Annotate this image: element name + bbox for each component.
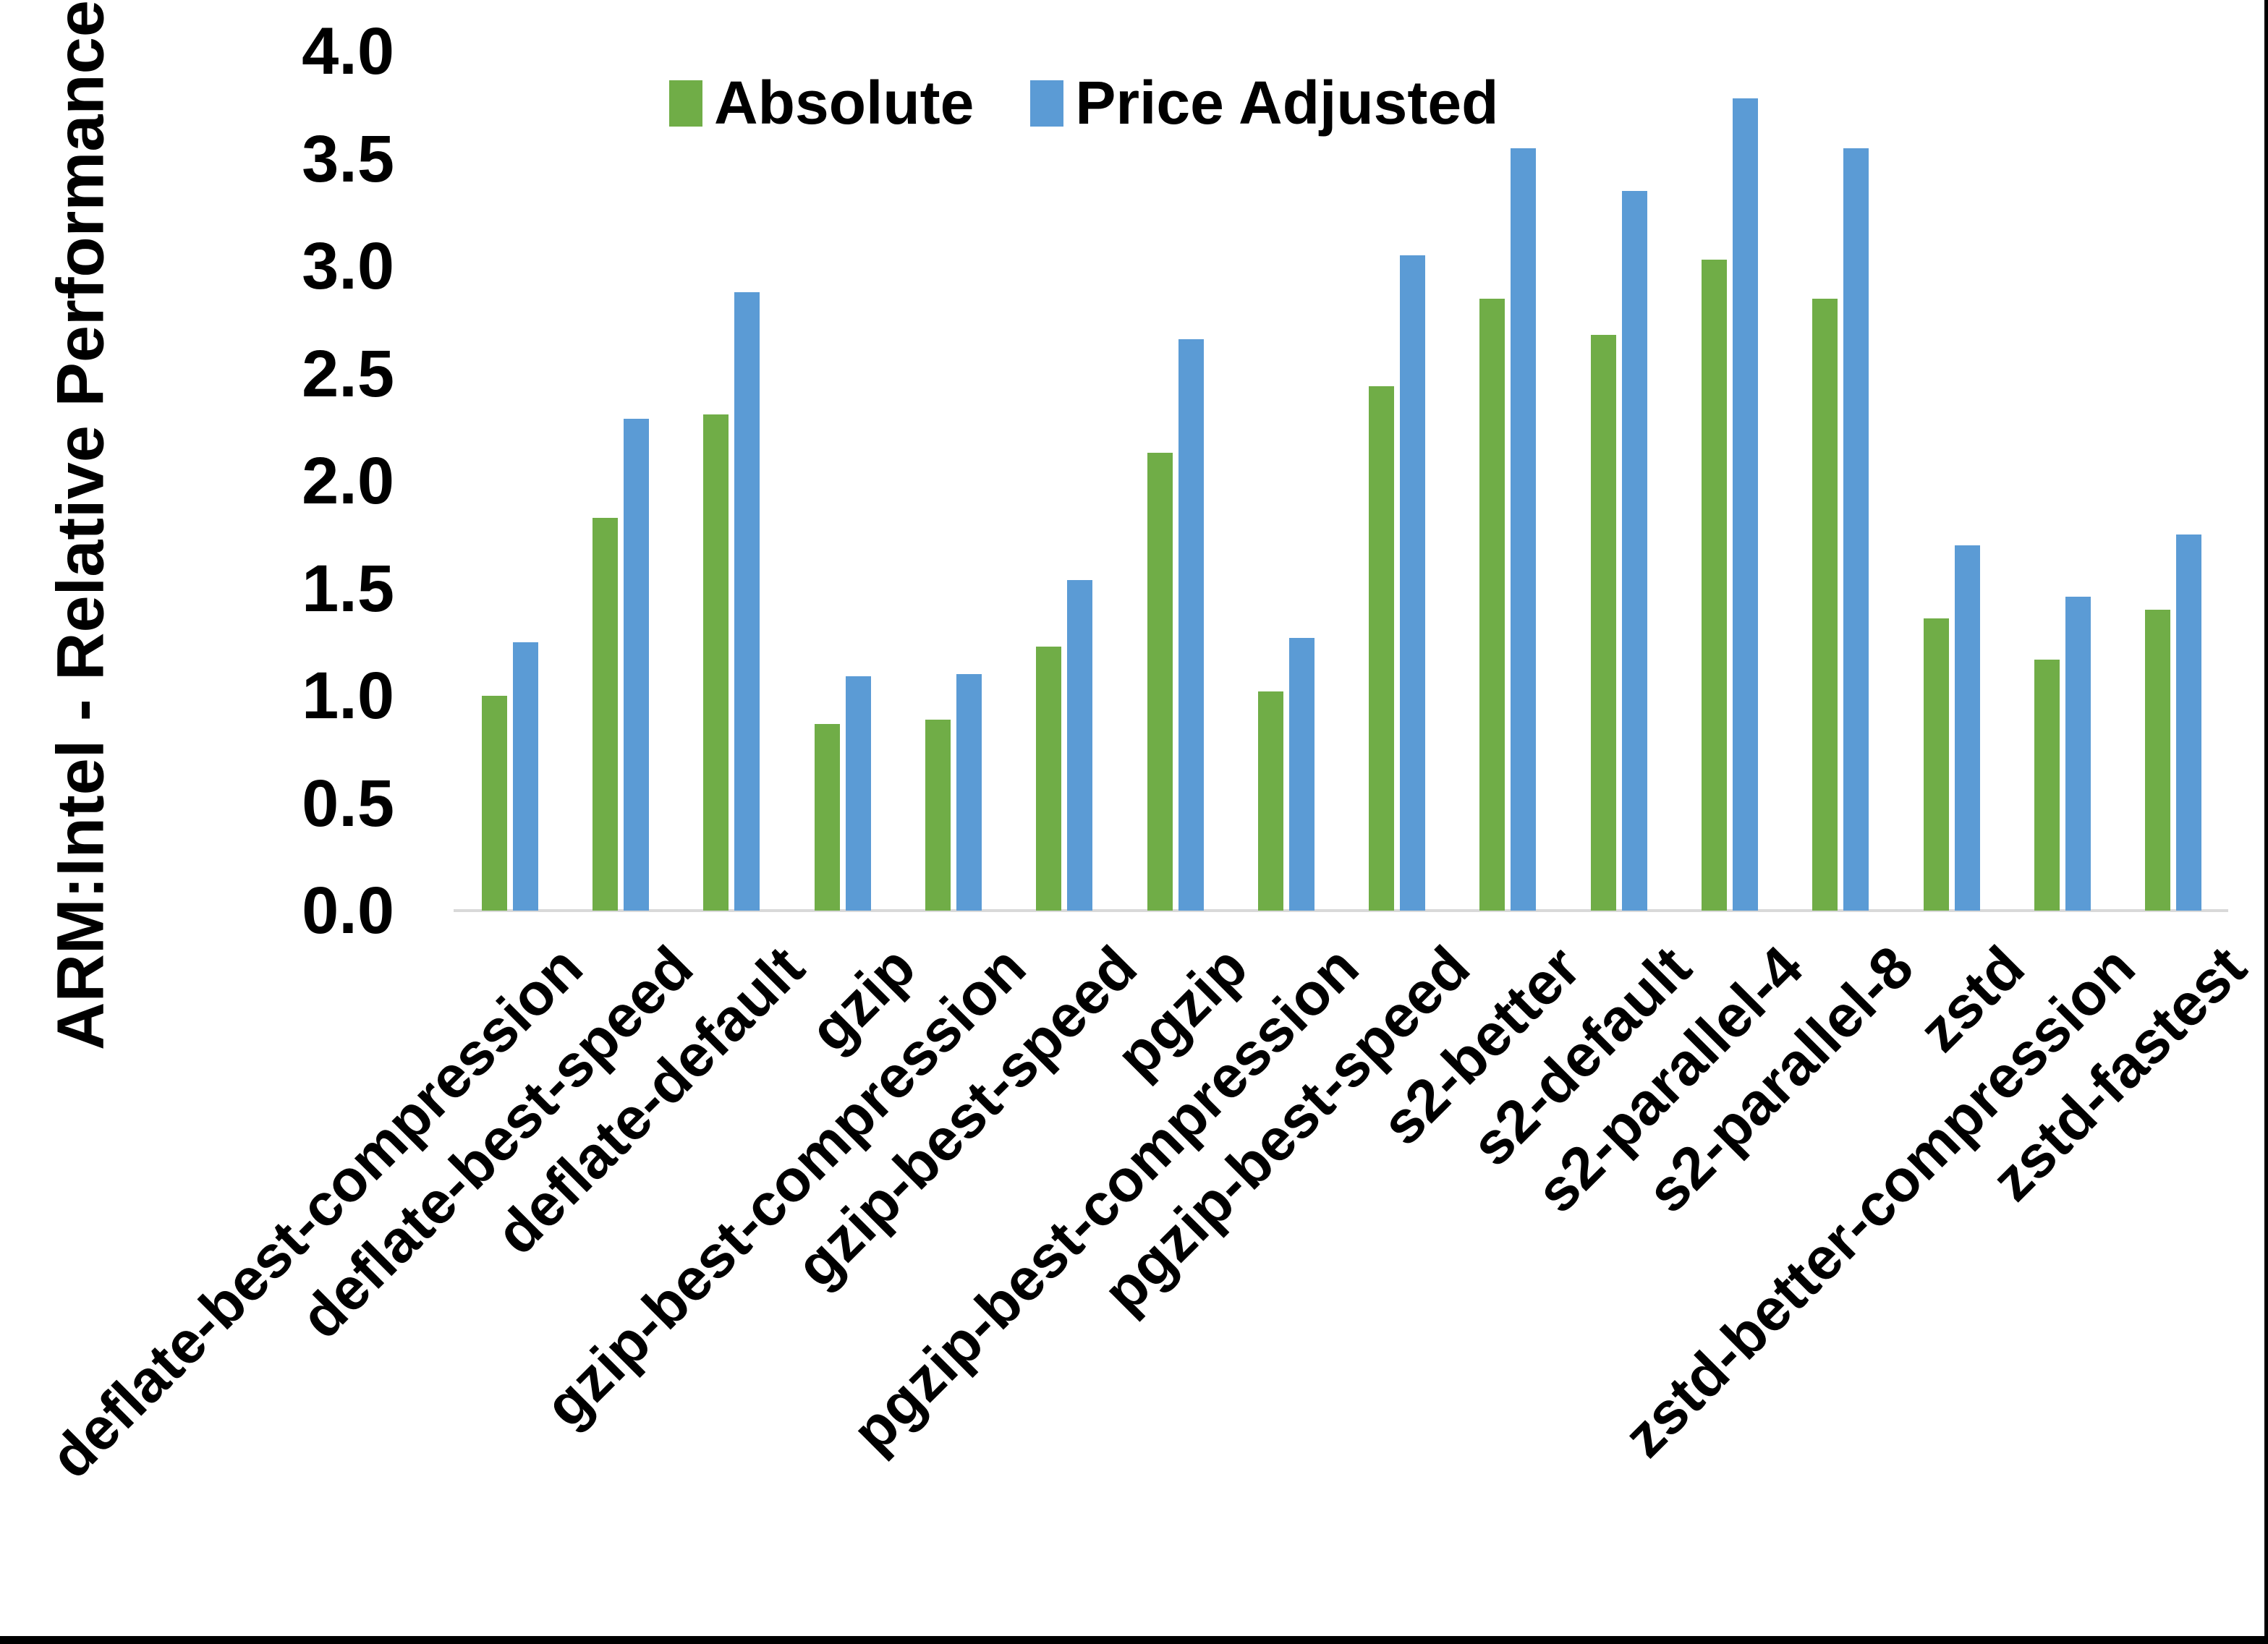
bar-absolute-deflate-best-compression bbox=[481, 696, 507, 911]
bar-absolute-s2-better bbox=[1479, 298, 1505, 911]
bar-price-adjusted-deflate-default bbox=[734, 291, 760, 911]
bar-price-adjusted-gzip-best-compression bbox=[956, 674, 982, 911]
screenshot-border-right bbox=[2264, 0, 2268, 1644]
bar-absolute-gzip-best-speed bbox=[1036, 646, 1062, 911]
y-tick-label-3.5: 3.5 bbox=[302, 122, 394, 196]
bar-absolute-zstd-fastest bbox=[2145, 610, 2171, 911]
bar-absolute-pgzip-best-speed bbox=[1369, 386, 1395, 911]
legend: Absolute Price Adjusted bbox=[669, 68, 1498, 138]
bar-absolute-pgzip-best-compression bbox=[1257, 691, 1283, 911]
bar-price-adjusted-s2-parallel-4 bbox=[1733, 98, 1759, 911]
bar-price-adjusted-gzip-best-speed bbox=[1067, 579, 1093, 911]
y-tick-label-3.0: 3.0 bbox=[302, 229, 394, 303]
y-tick-label-1.5: 1.5 bbox=[302, 551, 394, 626]
legend-label-absolute: Absolute bbox=[714, 69, 974, 137]
y-axis-title: ARM:Intel - Relative Performance bbox=[43, 0, 118, 1050]
bar-absolute-s2-parallel-4 bbox=[1702, 260, 1728, 911]
bar-price-adjusted-zstd-better-compression bbox=[2065, 597, 2091, 911]
y-tick-label-0.0: 0.0 bbox=[302, 874, 394, 947]
bar-absolute-deflate-best-speed bbox=[592, 517, 618, 911]
bar-absolute-zstd bbox=[1923, 618, 1949, 911]
legend-item-absolute: Absolute bbox=[669, 68, 974, 138]
bar-absolute-zstd-better-compression bbox=[2034, 659, 2060, 911]
bar-absolute-deflate-default bbox=[703, 414, 729, 911]
bar-price-adjusted-s2-better bbox=[1511, 148, 1537, 911]
bar-price-adjusted-gzip bbox=[845, 676, 871, 911]
bar-absolute-gzip-best-compression bbox=[925, 719, 951, 911]
plot-area bbox=[454, 51, 2228, 911]
legend-swatch-price-adjusted-icon bbox=[1030, 80, 1064, 127]
bar-absolute-s2-parallel-8 bbox=[1812, 298, 1838, 911]
y-tick-label-2.0: 2.0 bbox=[302, 444, 394, 518]
y-tick-label-4.0: 4.0 bbox=[302, 14, 394, 88]
bar-price-adjusted-pgzip bbox=[1178, 338, 1204, 911]
legend-label-price-adjusted: Price Adjusted bbox=[1075, 69, 1499, 137]
bar-price-adjusted-s2-default bbox=[1621, 191, 1647, 911]
bar-price-adjusted-pgzip-best-speed bbox=[1400, 255, 1426, 911]
bar-price-adjusted-zstd bbox=[1954, 545, 1980, 911]
bar-absolute-pgzip bbox=[1147, 453, 1173, 911]
bar-price-adjusted-s2-parallel-8 bbox=[1843, 148, 1869, 911]
bar-absolute-gzip bbox=[814, 723, 840, 911]
x-axis-line bbox=[454, 909, 2228, 912]
bar-price-adjusted-deflate-best-speed bbox=[623, 418, 649, 911]
y-tick-label-2.5: 2.5 bbox=[302, 336, 394, 411]
bar-price-adjusted-zstd-fastest bbox=[2176, 534, 2202, 911]
y-tick-label-1.0: 1.0 bbox=[302, 659, 394, 733]
legend-item-price-adjusted: Price Adjusted bbox=[1030, 68, 1498, 138]
y-tick-label-0.5: 0.5 bbox=[302, 766, 394, 840]
bar-price-adjusted-deflate-best-compression bbox=[512, 642, 538, 911]
screenshot-border-bottom bbox=[0, 1636, 2268, 1644]
bar-price-adjusted-pgzip-best-compression bbox=[1288, 637, 1314, 911]
legend-swatch-absolute-icon bbox=[669, 80, 702, 127]
bar-absolute-s2-default bbox=[1590, 335, 1616, 911]
